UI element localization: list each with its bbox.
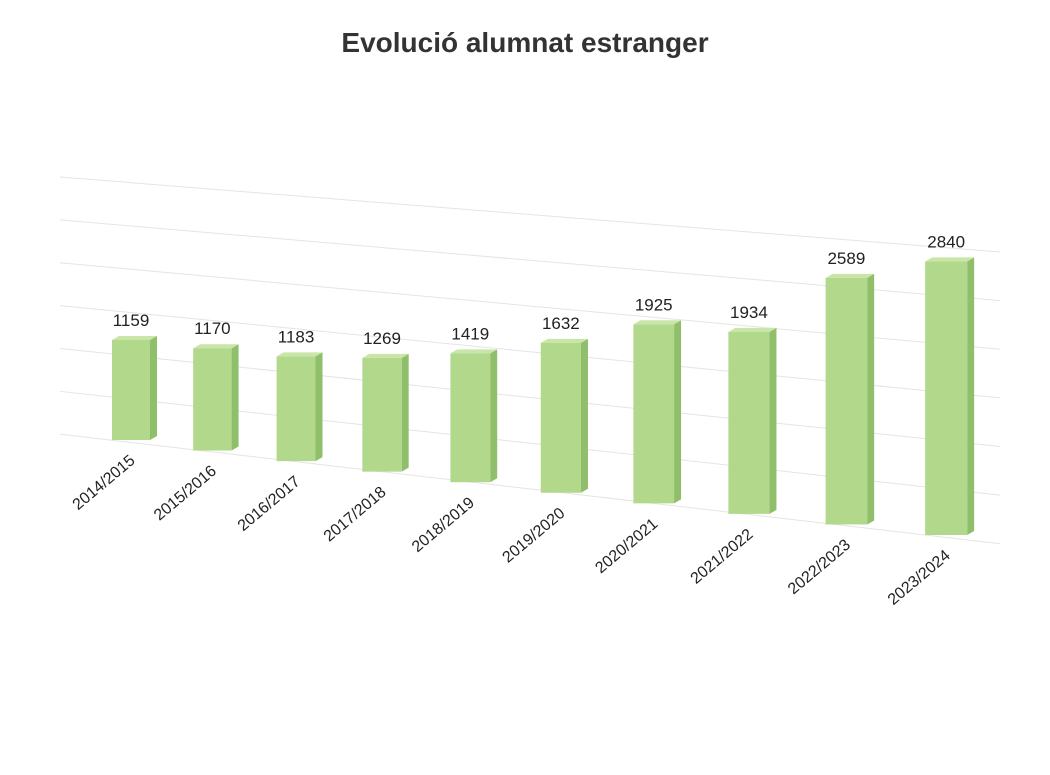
value-label: 1183 — [278, 327, 315, 346]
x-tick-label: 2023/2024 — [885, 547, 954, 609]
bar-front — [193, 348, 232, 451]
bar — [728, 327, 777, 514]
x-tick-label: 2021/2022 — [688, 526, 757, 588]
bar-top — [925, 257, 975, 262]
value-label: 1269 — [363, 329, 401, 348]
bar-side — [490, 349, 498, 483]
value-label: 1419 — [451, 324, 489, 343]
bar-side — [231, 344, 239, 451]
grid-line — [59, 176, 1001, 253]
bar — [193, 344, 239, 451]
bar-side — [315, 352, 323, 462]
bar-top — [362, 353, 409, 358]
bar-side — [150, 335, 157, 440]
x-tick-label: 2018/2019 — [409, 494, 478, 556]
bar-top — [540, 338, 588, 343]
bar-top — [633, 320, 682, 325]
x-tick-label: 2014/2015 — [70, 452, 139, 514]
bar-front — [633, 324, 675, 504]
bar-side — [580, 338, 588, 493]
bar-front — [925, 261, 968, 535]
grid-line — [59, 433, 1001, 545]
bar-top — [276, 352, 323, 357]
bar-side — [769, 327, 777, 514]
value-label: 1170 — [194, 319, 231, 338]
bar-top — [825, 273, 875, 278]
bar — [825, 273, 875, 525]
bar-side — [867, 273, 875, 525]
bar-front — [728, 331, 770, 514]
bar-front — [825, 277, 868, 525]
x-tick-label: 2015/2016 — [151, 463, 220, 525]
bar-top — [112, 335, 157, 340]
bar-top — [193, 344, 239, 349]
value-label: 1925 — [635, 295, 673, 314]
x-tick-label: 2020/2021 — [592, 515, 661, 577]
value-label: 1632 — [542, 314, 580, 333]
bar-top — [728, 327, 777, 332]
chart-title: Evolució alumnat estranger — [341, 27, 708, 58]
bar — [276, 352, 323, 462]
value-label: 1159 — [113, 311, 150, 330]
bar — [633, 320, 682, 504]
bar — [362, 353, 409, 472]
bar-side — [401, 353, 409, 472]
bar — [450, 349, 498, 483]
bar — [540, 338, 588, 493]
bar-side — [967, 257, 975, 535]
bar-front — [112, 339, 150, 440]
bar — [925, 257, 975, 535]
value-label: 2840 — [927, 232, 965, 251]
value-label: 1934 — [730, 303, 768, 322]
bar-top — [450, 349, 498, 354]
bar-front — [450, 353, 491, 483]
value-label: 2589 — [827, 249, 865, 268]
x-tick-label: 2022/2023 — [785, 536, 854, 598]
bar-front — [540, 342, 581, 493]
x-tick-label: 2017/2018 — [321, 484, 390, 546]
x-tick-label: 2019/2020 — [500, 505, 569, 567]
x-tick-label: 2016/2017 — [235, 473, 304, 535]
bar — [112, 335, 157, 440]
bar-side — [674, 320, 682, 504]
bar-front — [276, 356, 316, 462]
bar-front — [362, 357, 402, 472]
